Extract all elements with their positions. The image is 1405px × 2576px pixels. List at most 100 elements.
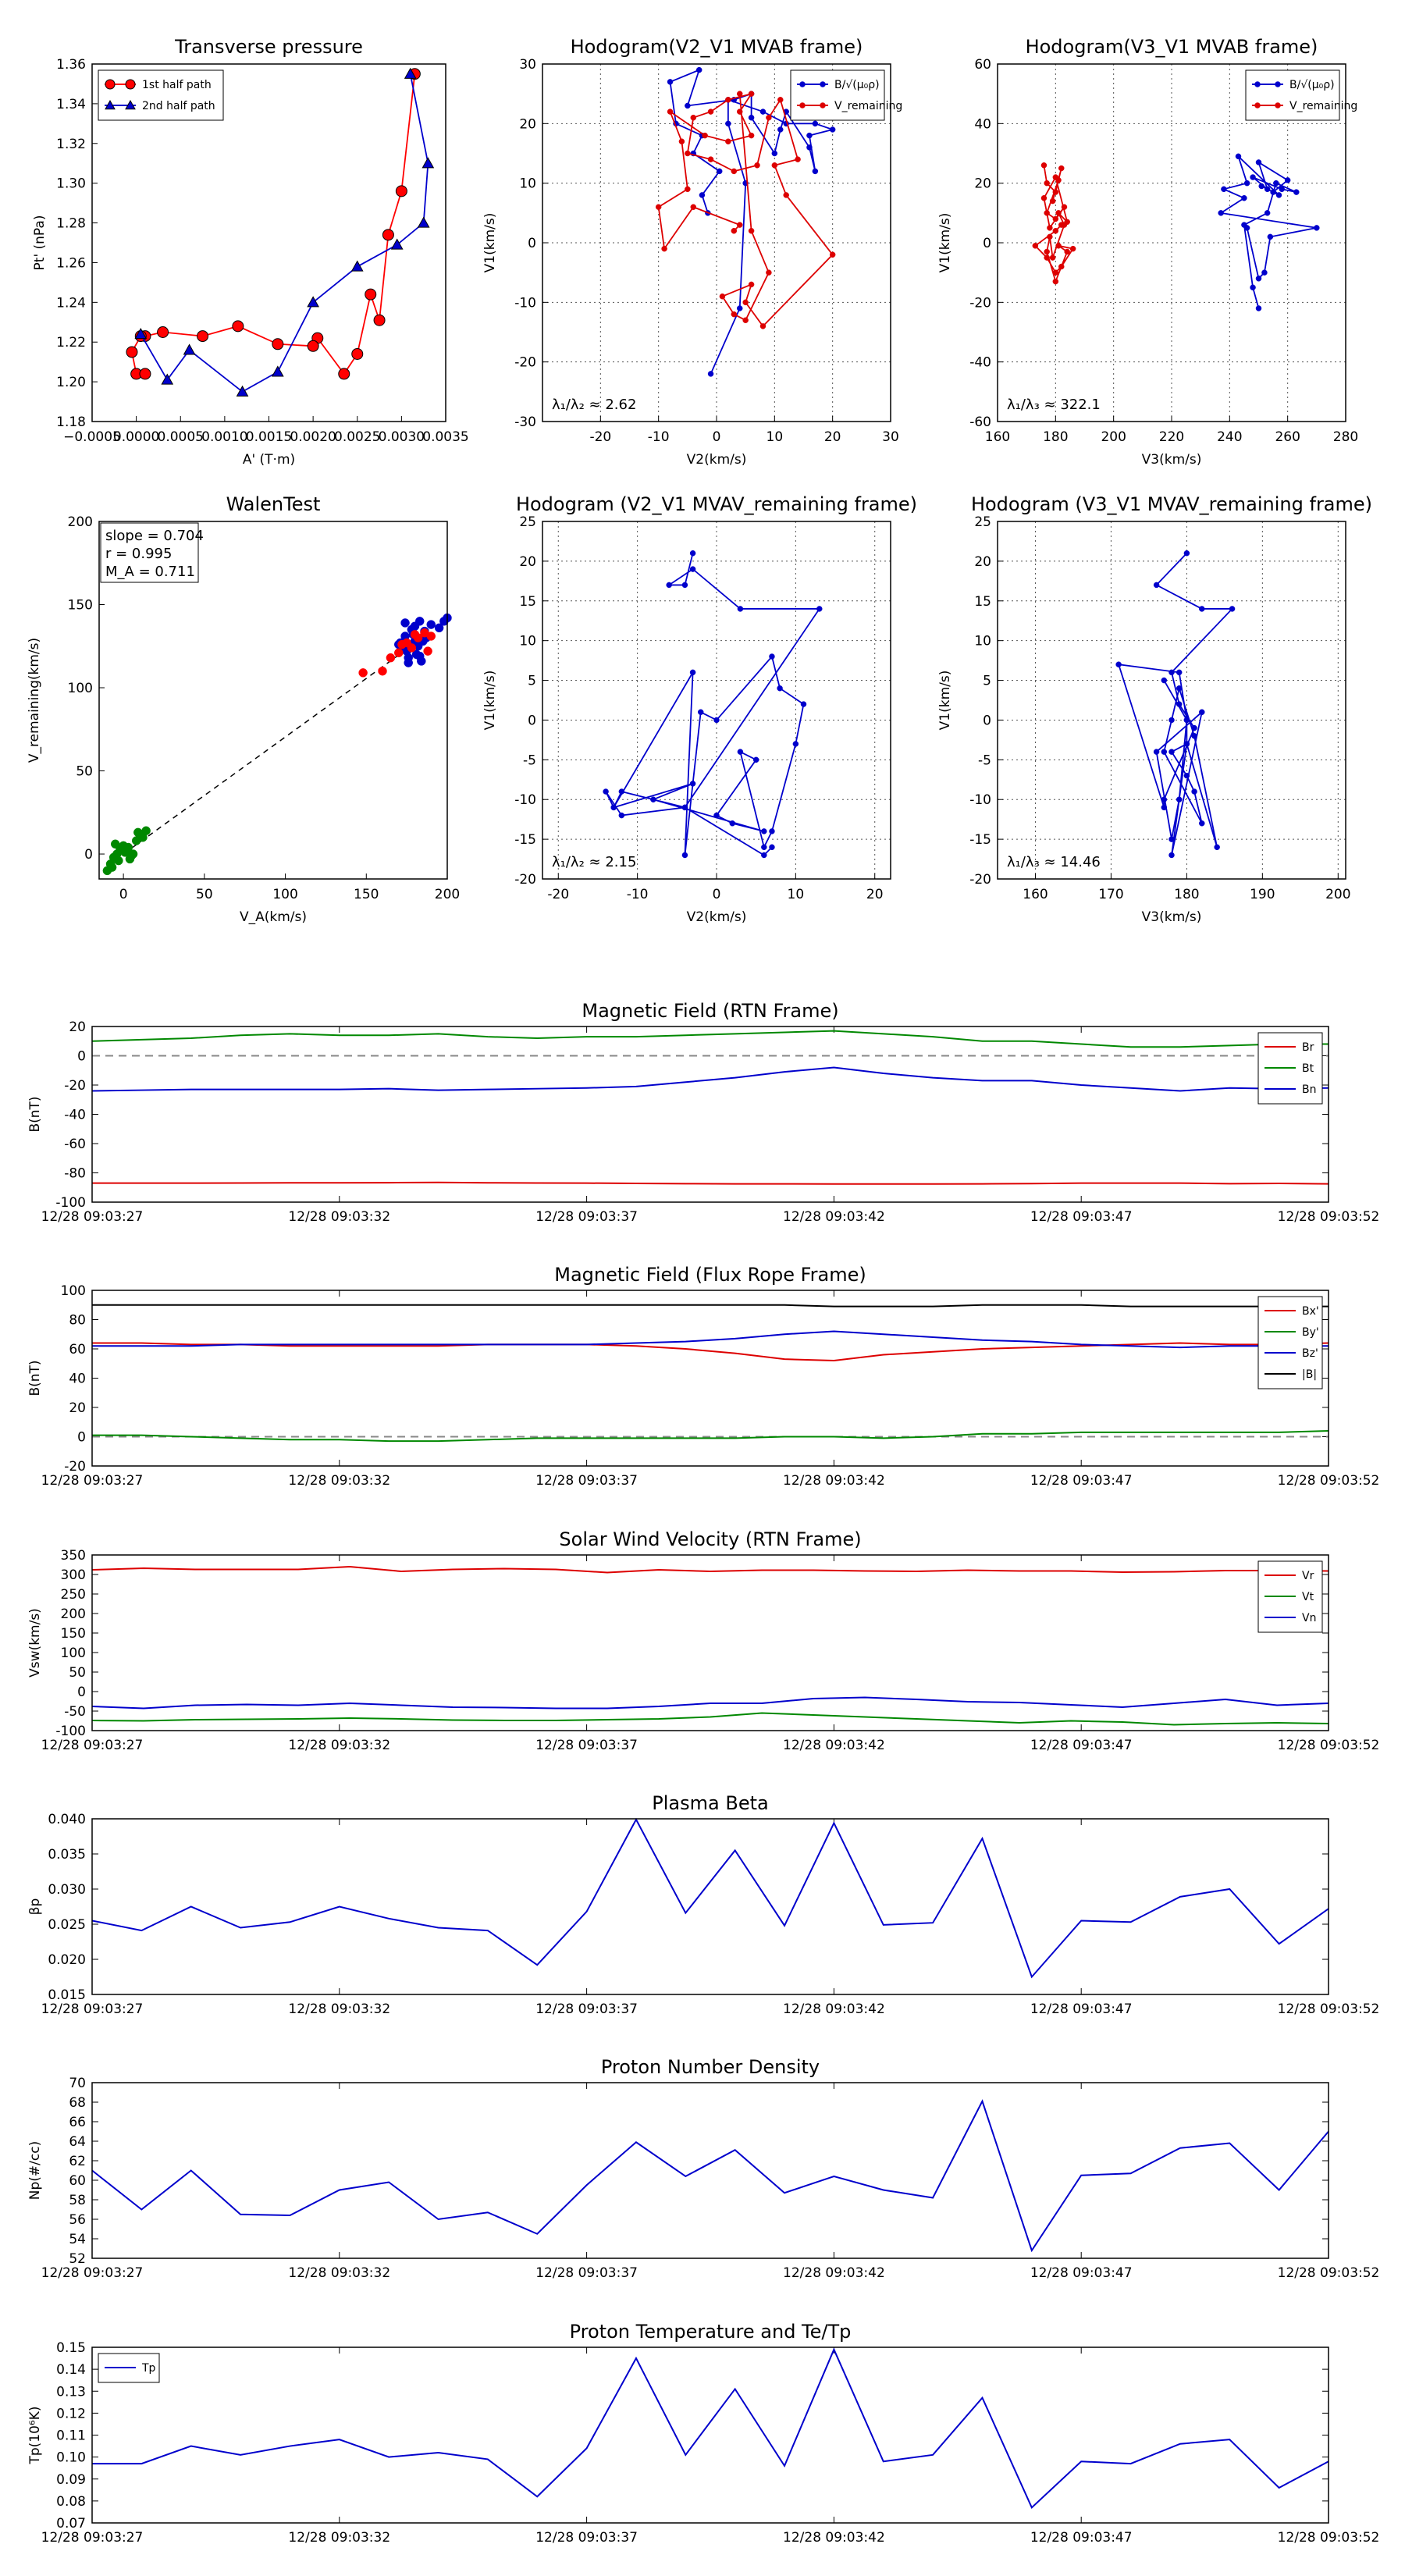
x-tick-label: 12/28 09:03:47 [1030, 1738, 1133, 1753]
chart-beta: 0.015 0.020 0.025 0.030 0.035 0.040 12/28 09:0… [27, 1792, 1379, 2017]
y-tick-label: -20 [514, 355, 536, 371]
legend-label: Tp [141, 2362, 156, 2375]
data-point [748, 281, 755, 288]
x-tick-label: 12/28 09:03:37 [535, 2001, 638, 2017]
y-tick-label: 1.26 [56, 255, 86, 271]
data-point [1052, 227, 1059, 234]
x-axis-label: V3(km/s) [1142, 452, 1202, 468]
y-tick-label: 20 [519, 554, 536, 570]
data-point [1176, 796, 1183, 802]
x-tick-label: 10 [767, 429, 784, 445]
y-tick-label: 0 [77, 1049, 86, 1065]
y-tick-label: 5 [528, 674, 536, 689]
y-tick-label: 200 [61, 1606, 86, 1622]
data-point [820, 102, 826, 109]
x-tick-label: 0 [713, 887, 721, 902]
series-hodogram [1115, 550, 1236, 859]
plot-background [998, 521, 1346, 879]
series-line-Tp [92, 2347, 1329, 2509]
y-tick-label: 200 [68, 514, 93, 530]
x-tick-label: 20 [866, 887, 884, 902]
data-point [697, 709, 704, 716]
data-point [307, 296, 319, 308]
y-tick-label: 300 [61, 1567, 86, 1583]
data-point [702, 132, 708, 139]
x-axis-label: V3(km/s) [1142, 909, 1202, 925]
data-point [1049, 254, 1056, 261]
data-point [806, 144, 813, 151]
data-point [197, 330, 209, 343]
data-point [761, 828, 767, 834]
x-tick-label: 190 [1250, 887, 1275, 902]
y-tick-label: -20 [969, 295, 991, 311]
x-tick-label: 0.0035 [422, 429, 468, 445]
y-axis-label: V_remaining(km/s) [27, 638, 42, 763]
x-tick-label: 0.0025 [334, 429, 380, 445]
data-point [1168, 836, 1175, 842]
x-tick-label: 12/28 09:03:47 [1030, 2265, 1133, 2281]
series-hodogram [603, 550, 823, 859]
data-point [699, 192, 706, 198]
series-V_remaining [655, 91, 836, 329]
series-line-|B| [92, 1304, 1329, 1308]
y-axis-label: V1(km/s) [937, 213, 953, 273]
data-point [1047, 233, 1053, 240]
plot-background [92, 1819, 1329, 1994]
x-tick-label: 12/28 09:03:52 [1278, 2265, 1380, 2281]
x-tick-label: 240 [1217, 429, 1242, 445]
data-point [1052, 174, 1059, 180]
stats-text: r = 0.995 [105, 546, 172, 562]
y-axis-label: Tp(10⁶K) [27, 2406, 43, 2464]
y-axis-label: V1(km/s) [482, 213, 498, 273]
y-tick-label: -20 [969, 872, 991, 888]
x-tick-label: 12/28 09:03:32 [288, 2530, 390, 2546]
legend-label: |B| [1302, 1368, 1317, 1381]
x-tick-label: 20 [824, 429, 841, 445]
data-point [1168, 852, 1175, 859]
plot-background [92, 2347, 1329, 2523]
axes-border [91, 1290, 1329, 1467]
data-point [422, 157, 435, 169]
legend-label: B/√(μ₀ρ) [1289, 79, 1335, 91]
x-tick-label: 100 [272, 887, 297, 902]
data-point [1161, 796, 1168, 802]
x-tick-label: 0.0005 [158, 429, 204, 445]
y-tick-label: 10 [519, 176, 536, 192]
x-tick-label: 12/28 09:03:52 [1278, 2001, 1380, 2017]
y-tick-label: 15 [974, 594, 991, 610]
data-point [404, 67, 417, 79]
y-tick-label: -50 [64, 1704, 86, 1720]
data-point [1255, 276, 1262, 282]
chart-h3: -20 -15 -10 -5 0 5 10 15 20 25 -20 -10 0 10 20 Hodogram… [482, 493, 917, 925]
data-point [1214, 844, 1220, 851]
y-tick-label: 1.22 [56, 335, 86, 350]
chart-bfield_rtn: -100 -80 -60 -40 -20 0 20 12/28 09:03:27 12/28 0… [27, 1000, 1379, 1225]
data-point [123, 842, 133, 852]
y-tick-label: 100 [61, 1283, 86, 1299]
chart-title: Solar Wind Velocity (RTN Frame) [559, 1528, 861, 1550]
y-tick-label: -80 [64, 1166, 86, 1182]
data-point [414, 617, 425, 626]
x-axis-label: A' (T·m) [243, 452, 295, 468]
chart-title: Plasma Beta [652, 1792, 768, 1814]
legend-label: Vt [1302, 1591, 1314, 1603]
data-point [748, 227, 755, 234]
data-point [1044, 248, 1050, 255]
data-point [1055, 210, 1062, 216]
axes-border [98, 521, 448, 880]
x-tick-label: 12/28 09:03:42 [783, 2530, 885, 2546]
data-point [134, 328, 148, 340]
chart-np: 52 54 56 58 60 62 64 66 68 70 12/28 09:03:27 12/28 … [27, 2056, 1379, 2281]
x-tick-label: 12/28 09:03:52 [1278, 1738, 1380, 1753]
data-point [731, 168, 738, 175]
y-tick-label: 0.030 [48, 1882, 86, 1898]
data-point [689, 781, 696, 787]
data-point [1264, 210, 1271, 216]
data-point [232, 320, 244, 333]
chart-tp_temp: 0.07 0.08 0.09 0.10 0.11 0.12 0.13 0.14 0.15 12/2… [27, 2321, 1379, 2546]
series-2nd half path [134, 67, 435, 397]
y-axis-label: βp [27, 1898, 43, 1916]
data-point [351, 347, 364, 360]
data-point [1064, 248, 1070, 255]
